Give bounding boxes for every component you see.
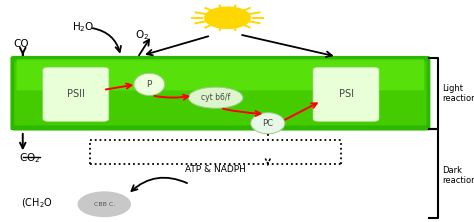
Text: PSII: PSII	[67, 89, 85, 99]
Ellipse shape	[251, 113, 285, 134]
FancyBboxPatch shape	[43, 67, 109, 121]
FancyBboxPatch shape	[313, 67, 379, 121]
Text: Light
reaction: Light reaction	[442, 83, 474, 103]
Text: CBB C.: CBB C.	[94, 202, 115, 207]
Text: cyt b6/f: cyt b6/f	[201, 93, 230, 102]
Text: P: P	[146, 80, 152, 89]
Text: (CH$_2$O: (CH$_2$O	[21, 196, 53, 210]
Text: CO: CO	[14, 39, 29, 50]
Text: PC: PC	[262, 119, 273, 128]
Text: Dark
reaction: Dark reaction	[442, 166, 474, 185]
Text: PSI: PSI	[338, 89, 354, 99]
FancyBboxPatch shape	[10, 56, 430, 131]
FancyBboxPatch shape	[14, 61, 427, 125]
FancyBboxPatch shape	[17, 59, 424, 90]
Circle shape	[205, 7, 250, 28]
Ellipse shape	[189, 87, 243, 108]
Text: ATP & NADPH: ATP & NADPH	[185, 165, 246, 174]
Text: CO$_2$: CO$_2$	[19, 151, 40, 165]
Text: O$_2$: O$_2$	[135, 29, 149, 42]
Ellipse shape	[134, 73, 165, 95]
Text: H$_2$O: H$_2$O	[72, 20, 94, 34]
Circle shape	[78, 192, 130, 216]
